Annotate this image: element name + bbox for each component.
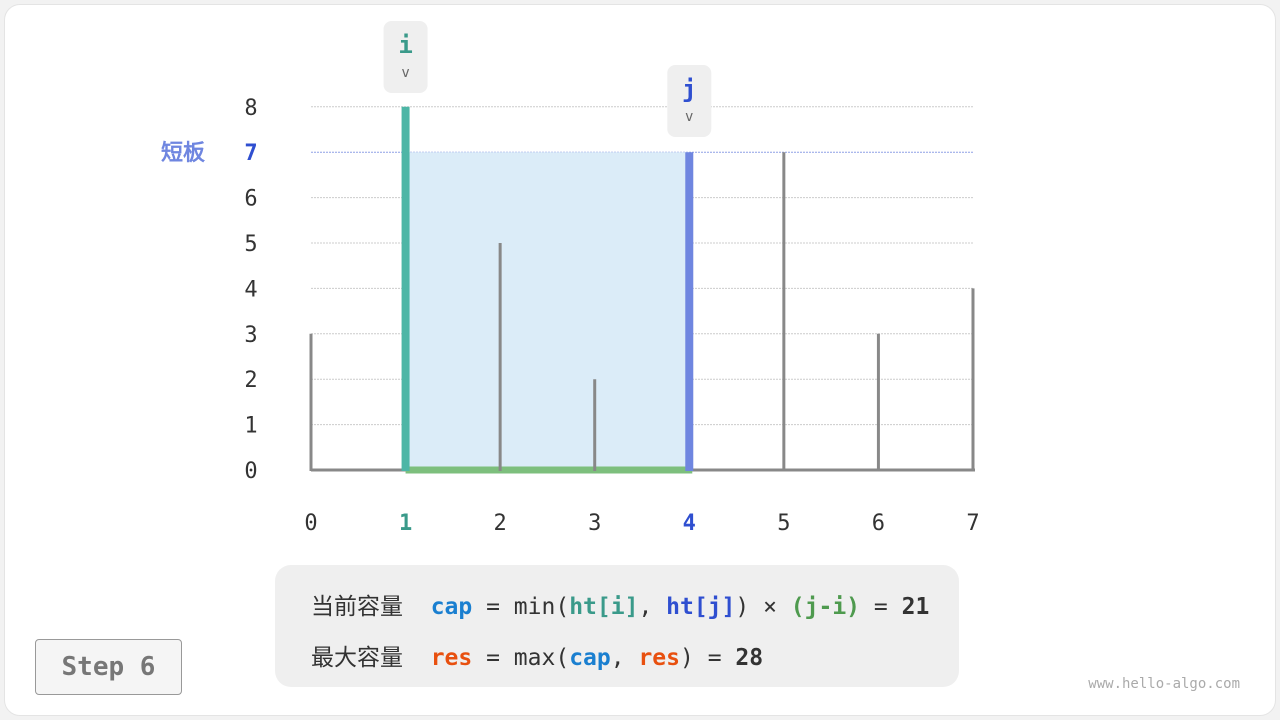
y-tick-label: 3 <box>244 323 257 348</box>
x-tick-label: 0 <box>304 511 317 536</box>
ht-j: ht[j] <box>666 594 736 620</box>
res-var: res <box>430 645 473 671</box>
pointer-j-label: j <box>682 75 696 103</box>
pointer-j-box <box>667 65 712 137</box>
comma: , <box>638 594 667 620</box>
op: = <box>860 594 902 620</box>
step-button[interactable]: Step 6 <box>35 639 182 695</box>
res-label: 最大容量 <box>311 645 403 671</box>
res-value: 28 <box>735 645 764 671</box>
pointer-i-box <box>383 21 428 93</box>
x-tick-label: 1 <box>399 511 412 536</box>
x-tick-label: 7 <box>966 511 979 536</box>
x-tick-label: 4 <box>683 511 696 536</box>
width-term: (j-i) <box>790 594 861 620</box>
paren: ) <box>679 645 694 671</box>
y-tick-label: 2 <box>244 368 257 393</box>
res-var: res <box>638 645 680 671</box>
arrow-down-icon: v <box>685 109 693 125</box>
y-tick-label: 5 <box>244 232 257 257</box>
x-tick-label: 2 <box>494 511 507 536</box>
x-tick-label: 3 <box>588 511 601 536</box>
op: = min( <box>472 594 570 620</box>
y-tick-label: 6 <box>244 187 257 212</box>
y-tick-label: 0 <box>244 459 257 484</box>
x-tick-label: 6 <box>872 511 885 536</box>
y-tick-label: 1 <box>244 414 257 439</box>
pointer-i-label: i <box>398 31 412 59</box>
x-tick-label: 5 <box>777 511 790 536</box>
formula-cap-line: 当前容量 cap = min(ht[i], ht[j]) × (j-i) = 2… <box>311 587 929 621</box>
op: = max( <box>472 645 570 671</box>
op: = <box>693 645 736 671</box>
comma: , <box>610 645 639 671</box>
formula-res-line: 最大容量 res = max(cap, res) = 28 <box>311 638 763 672</box>
watermark: www.hello-algo.com <box>1088 676 1240 692</box>
arrow-down-icon: v <box>401 65 409 81</box>
y-tick-label: 8 <box>244 96 257 121</box>
y-tick-label: 4 <box>244 277 257 302</box>
cap-var: cap <box>569 645 611 671</box>
water-area <box>405 152 690 470</box>
y-tick-label: 7 <box>244 141 257 166</box>
cap-var: cap <box>430 594 473 620</box>
ht-i: ht[i] <box>569 594 639 620</box>
formula-box: 当前容量 cap = min(ht[i], ht[j]) × (j-i) = 2… <box>275 565 959 687</box>
short-board-label: 短板 <box>161 141 206 166</box>
cap-label: 当前容量 <box>311 594 403 620</box>
times: × <box>749 594 791 620</box>
cap-value: 21 <box>901 594 930 620</box>
paren: ) <box>735 594 750 620</box>
